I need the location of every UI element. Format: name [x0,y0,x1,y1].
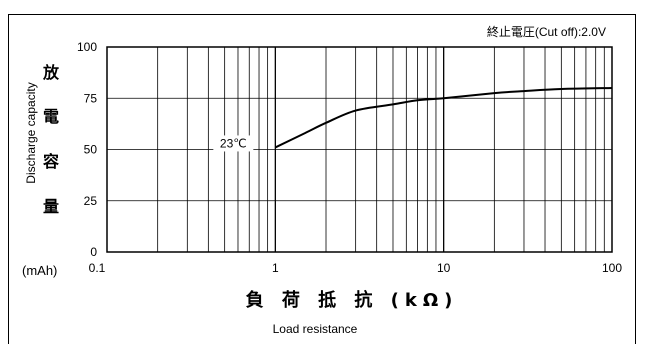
y-axis-label-jp-0: 放 [42,63,60,82]
plot-area [106,46,613,253]
y-tick-label: 25 [84,194,98,208]
series-line [274,87,613,149]
x-axis-label-jp: 負 荷 抵 抗 (kΩ) [246,289,459,311]
series-group: 23℃ [213,87,613,152]
x-tick-label: 1 [272,261,279,275]
y-tick-label: 100 [77,40,97,54]
x-tick-label: 10 [437,261,451,275]
chart-frame [8,14,636,344]
y-tick-label: 0 [90,245,97,259]
y-tick-label: 75 [84,91,98,105]
x-tick-label: 0.1 [89,261,106,275]
y-axis-label-en: Discharge capacity [24,82,38,183]
cutoff-voltage-note: 終止電圧(Cut off):2.0V [487,24,606,39]
y-tick-label: 50 [84,143,98,157]
series-label: 23℃ [220,136,247,150]
x-tick-label: 100 [602,261,622,275]
y-axis-label-jp-1: 電 [43,107,59,126]
y-axis-label-jp-3: 量 [43,197,59,216]
x-tick-labels: 0.1 1 10 100 [89,261,623,275]
y-unit-label: (mAh) [22,263,57,278]
series-label-bg [213,135,254,152]
y-axis-label-jp-2: 容 [42,152,59,171]
x-axis-label-en: Load resistance [273,322,358,336]
grid-lines [107,47,612,252]
y-tick-labels: 0 25 50 75 100 [77,40,97,259]
